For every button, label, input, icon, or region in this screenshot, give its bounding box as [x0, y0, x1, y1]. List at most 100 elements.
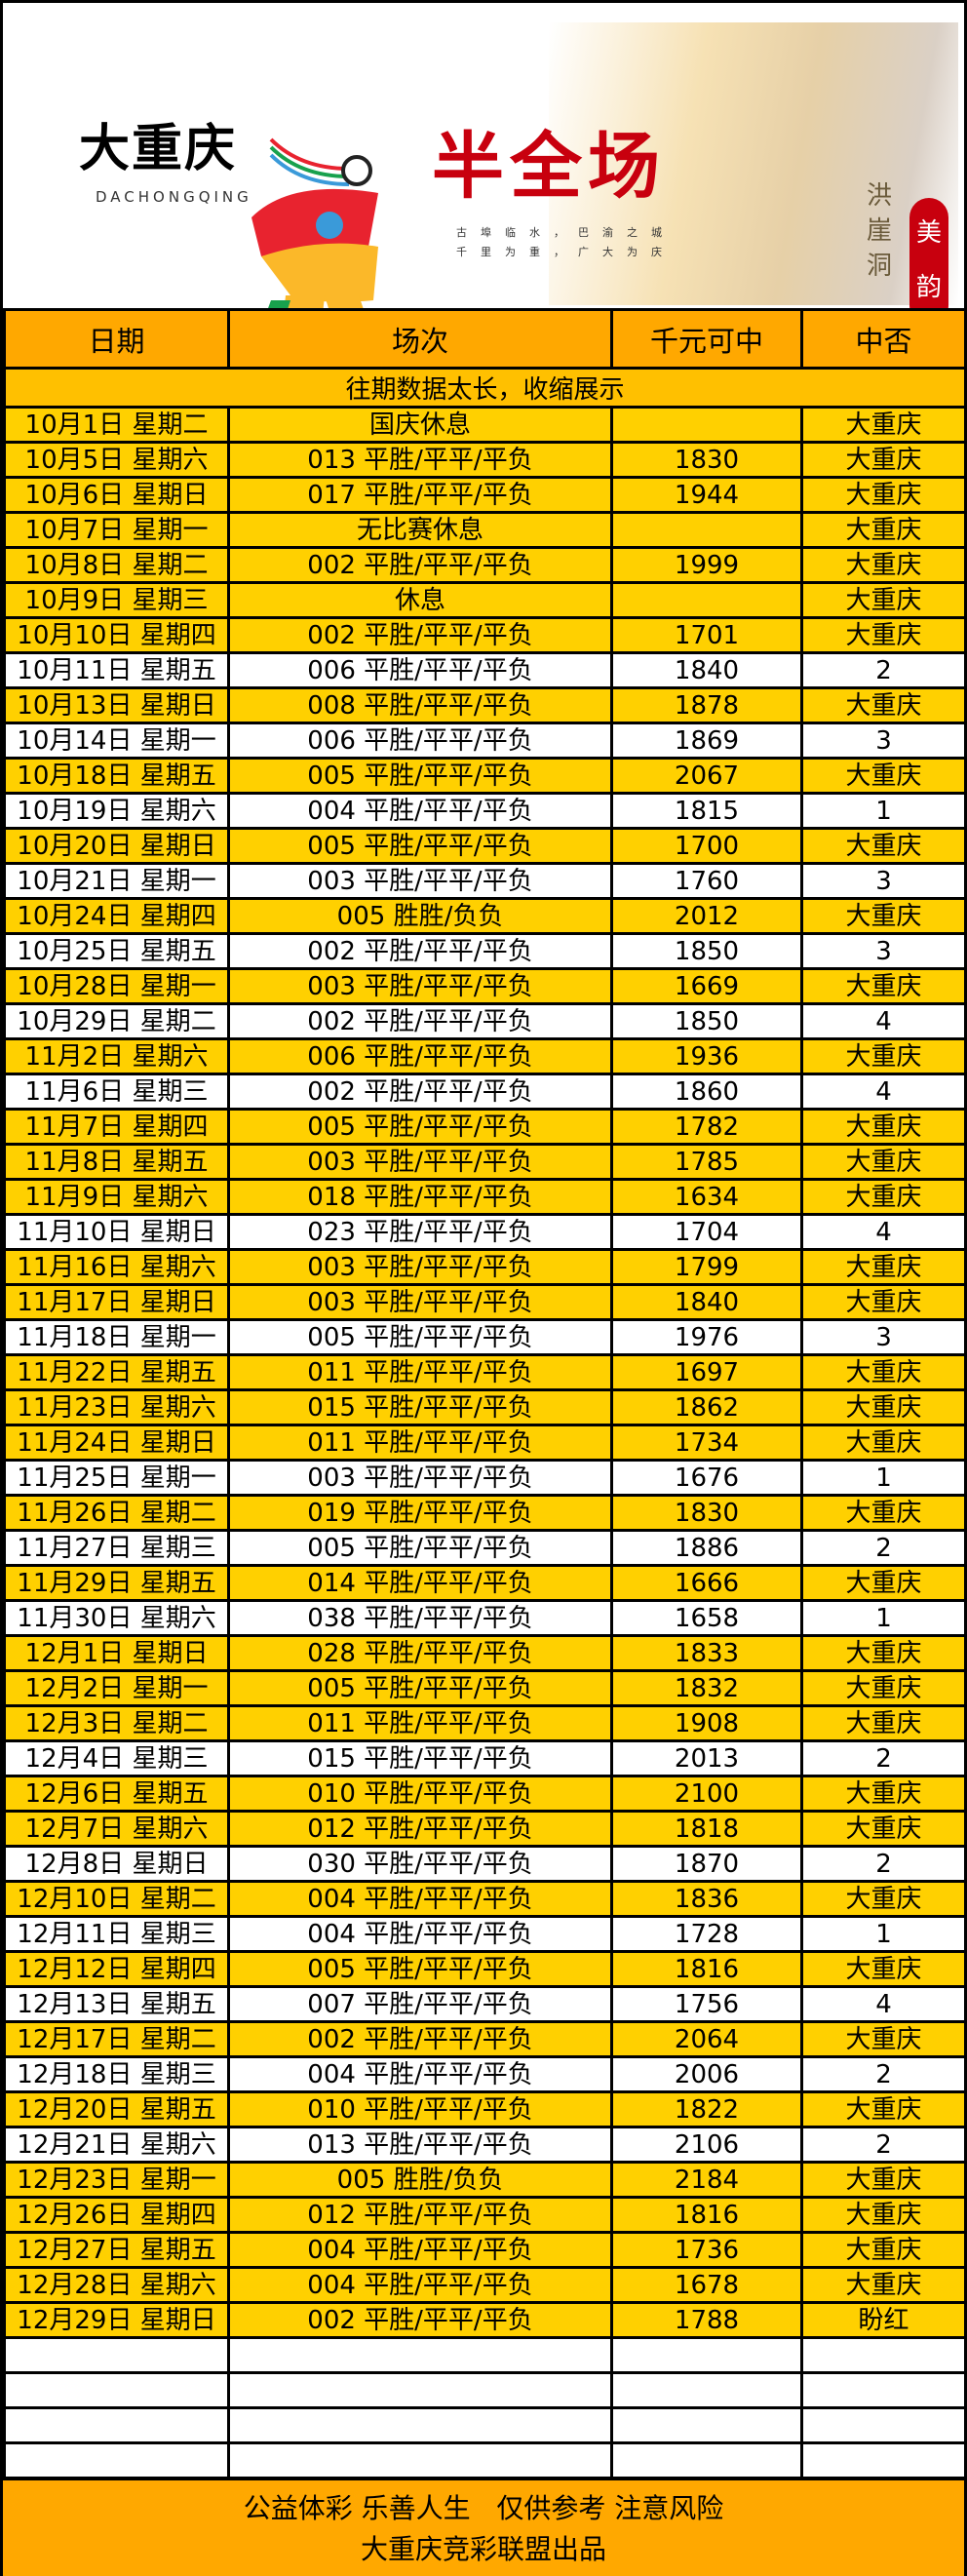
cell-payout: 2012	[610, 897, 803, 935]
table-row: 11月9日 星期六 018 平胜/平平/平负 1634 大重庆	[3, 1178, 967, 1216]
empty-cell	[3, 2441, 230, 2479]
cell-result: 1	[800, 1459, 967, 1497]
cell-payout: 1785	[610, 1143, 803, 1181]
cell-match: 005 平胜/平平/平负	[227, 1108, 613, 1146]
cell-result: 大重庆	[800, 546, 967, 584]
slogan-line: 古埠临水，巴渝之城	[456, 226, 676, 239]
cell-result: 大重庆	[800, 1424, 967, 1462]
cell-payout	[610, 581, 803, 619]
cell-result: 大重庆	[800, 2090, 967, 2128]
empty-cell	[3, 2336, 230, 2374]
empty-cell	[800, 2371, 967, 2409]
cell-date: 12月21日 星期六	[3, 2126, 230, 2164]
cell-match: 004 平胜/平平/平负	[227, 2231, 613, 2269]
collapsed-note-row: 往期数据太长，收缩展示	[3, 367, 967, 409]
table-row: 11月18日 星期一 005 平胜/平平/平负 1976 3	[3, 1318, 967, 1356]
cell-result: 大重庆	[800, 1880, 967, 1918]
cell-date: 12月23日 星期一	[3, 2161, 230, 2199]
cell-date: 10月1日 星期二	[3, 406, 230, 444]
cell-payout: 1788	[610, 2301, 803, 2339]
cell-payout: 1830	[610, 1494, 803, 1532]
cell-result: 1	[800, 1915, 967, 1953]
cell-date: 12月20日 星期五	[3, 2090, 230, 2128]
cell-result: 大重庆	[800, 616, 967, 654]
cell-payout: 1704	[610, 1213, 803, 1251]
empty-row	[3, 2406, 967, 2444]
cell-payout: 1701	[610, 616, 803, 654]
cell-date: 10月19日 星期六	[3, 792, 230, 830]
cell-match: 007 平胜/平平/平负	[227, 1985, 613, 2023]
table-row: 12月6日 星期五 010 平胜/平平/平负 2100 大重庆	[3, 1775, 967, 1813]
cell-date: 11月17日 星期日	[3, 1283, 230, 1321]
cell-result: 3	[800, 862, 967, 900]
cell-date: 10月11日 星期五	[3, 651, 230, 689]
cell-result: 大重庆	[800, 2161, 967, 2199]
footer-disclaimer: 公益体彩 乐善人生 仅供参考 注意风险	[243, 2492, 724, 2524]
header-date: 日期	[3, 308, 230, 370]
cell-match: 013 平胜/平平/平负	[227, 441, 613, 479]
empty-cell	[227, 2406, 613, 2444]
cell-result: 大重庆	[800, 511, 967, 549]
cell-result: 大重庆	[800, 1108, 967, 1146]
table-row: 12月27日 星期五 004 平胜/平平/平负 1736 大重庆	[3, 2231, 967, 2269]
cell-payout: 1658	[610, 1599, 803, 1637]
cell-result: 4	[800, 1002, 967, 1040]
table-row: 10月1日 星期二 国庆休息 大重庆	[3, 406, 967, 444]
table-row: 10月24日 星期四 005 胜胜/负负 2012 大重庆	[3, 897, 967, 935]
table-row: 12月1日 星期日 028 平胜/平平/平负 1833 大重庆	[3, 1634, 967, 1672]
cell-payout: 2064	[610, 2020, 803, 2058]
cell-payout: 1936	[610, 1037, 803, 1075]
cell-payout: 1840	[610, 1283, 803, 1321]
table-row: 12月26日 星期四 012 平胜/平平/平负 1816 大重庆	[3, 2196, 967, 2234]
table-row: 10月18日 星期五 005 平胜/平平/平负 2067 大重庆	[3, 757, 967, 795]
footer-credit: 大重庆竞彩联盟出品	[360, 2533, 606, 2565]
cell-payout: 1815	[610, 792, 803, 830]
table-row: 10月20日 星期日 005 平胜/平平/平负 1700 大重庆	[3, 827, 967, 865]
cell-match: 015 平胜/平平/平负	[227, 1388, 613, 1426]
table-row: 10月11日 星期五 006 平胜/平平/平负 1840 2	[3, 651, 967, 689]
cell-match: 019 平胜/平平/平负	[227, 1494, 613, 1532]
table-header: 日期 场次 千元可中 中否	[3, 308, 967, 370]
cell-match: 012 平胜/平平/平负	[227, 1810, 613, 1848]
table-row: 10月13日 星期日 008 平胜/平平/平负 1878 大重庆	[3, 686, 967, 724]
cell-match: 002 平胜/平平/平负	[227, 2020, 613, 2058]
cell-date: 12月18日 星期三	[3, 2055, 230, 2093]
cell-payout: 2067	[610, 757, 803, 795]
cell-date: 11月6日 星期三	[3, 1073, 230, 1111]
table-row: 10月19日 星期六 004 平胜/平平/平负 1815 1	[3, 792, 967, 830]
empty-cell	[610, 2336, 803, 2374]
cell-match: 005 平胜/平平/平负	[227, 827, 613, 865]
table-row: 10月9日 星期三 休息 大重庆	[3, 581, 967, 619]
cell-result: 大重庆	[800, 1178, 967, 1216]
cell-payout: 1836	[610, 1880, 803, 1918]
cell-result: 2	[800, 1529, 967, 1567]
cell-date: 12月26日 星期四	[3, 2196, 230, 2234]
table-row: 12月21日 星期六 013 平胜/平平/平负 2106 2	[3, 2126, 967, 2164]
brand-logo-text: 大重庆	[79, 119, 238, 178]
cell-payout: 1816	[610, 2196, 803, 2234]
slogan-line: 千里为重，广大为庆	[456, 246, 676, 258]
table-row: 11月27日 星期三 005 平胜/平平/平负 1886 2	[3, 1529, 967, 1567]
table-row: 11月2日 星期六 006 平胜/平平/平负 1936 大重庆	[3, 1037, 967, 1075]
cell-payout: 1634	[610, 1178, 803, 1216]
cell-result: 3	[800, 722, 967, 760]
table-row: 12月17日 星期二 002 平胜/平平/平负 2064 大重庆	[3, 2020, 967, 2058]
collapsed-note: 往期数据太长，收缩展示	[3, 367, 967, 409]
cell-match: 006 平胜/平平/平负	[227, 722, 613, 760]
table-row: 11月30日 星期六 038 平胜/平平/平负 1658 1	[3, 1599, 967, 1637]
cell-match: 011 平胜/平平/平负	[227, 1704, 613, 1742]
table-row: 12月29日 星期日 002 平胜/平平/平负 1788 盼红	[3, 2301, 967, 2339]
cell-result: 大重庆	[800, 2266, 967, 2304]
empty-cell	[3, 2371, 230, 2409]
cell-payout: 1999	[610, 546, 803, 584]
table-row: 10月25日 星期五 002 平胜/平平/平负 1850 3	[3, 932, 967, 970]
table-row: 11月10日 星期日 023 平胜/平平/平负 1704 4	[3, 1213, 967, 1251]
cell-match: 012 平胜/平平/平负	[227, 2196, 613, 2234]
table-row: 10月7日 星期一 无比赛休息 大重庆	[3, 511, 967, 549]
cell-result: 大重庆	[800, 1704, 967, 1742]
cell-payout: 1908	[610, 1704, 803, 1742]
cell-payout: 1840	[610, 651, 803, 689]
page-title: 半全场	[432, 125, 666, 209]
cell-match: 006 平胜/平平/平负	[227, 1037, 613, 1075]
table-row: 10月6日 星期日 017 平胜/平平/平负 1944 大重庆	[3, 476, 967, 514]
